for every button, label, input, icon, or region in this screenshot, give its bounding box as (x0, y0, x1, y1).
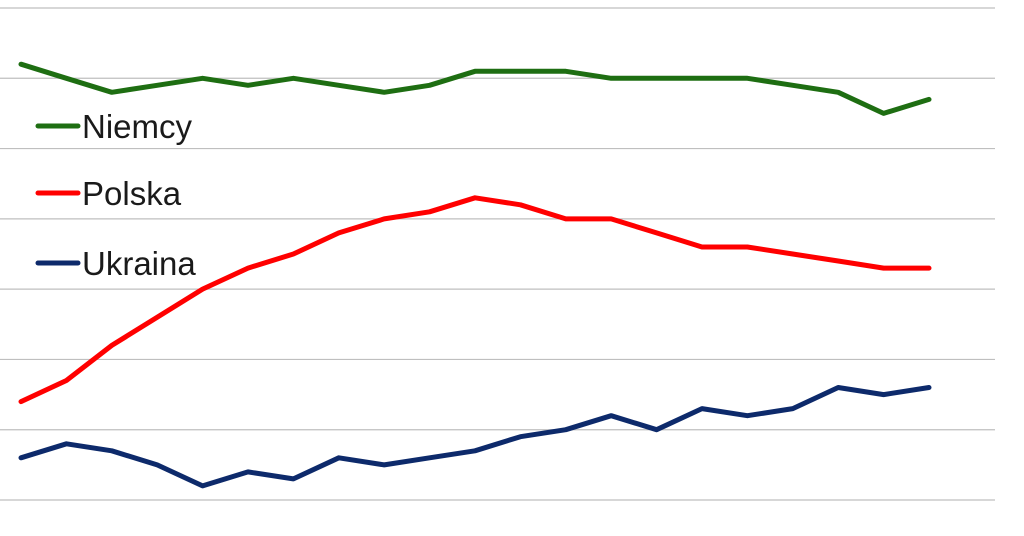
legend: Niemcy Polska Ukraina (35, 108, 196, 282)
series-line-niemcy (18, 61, 932, 116)
gridlines (0, 7, 995, 501)
legend-label: Niemcy (82, 108, 193, 145)
series-line-ukraina (18, 385, 932, 489)
legend-item-polska: Polska (35, 175, 182, 212)
legend-label: Polska (82, 175, 182, 212)
legend-item-niemcy: Niemcy (35, 108, 193, 145)
series-lines (18, 61, 932, 489)
legend-label: Ukraina (82, 245, 196, 282)
legend-item-ukraina: Ukraina (35, 245, 196, 282)
series-line-polska (18, 195, 932, 405)
